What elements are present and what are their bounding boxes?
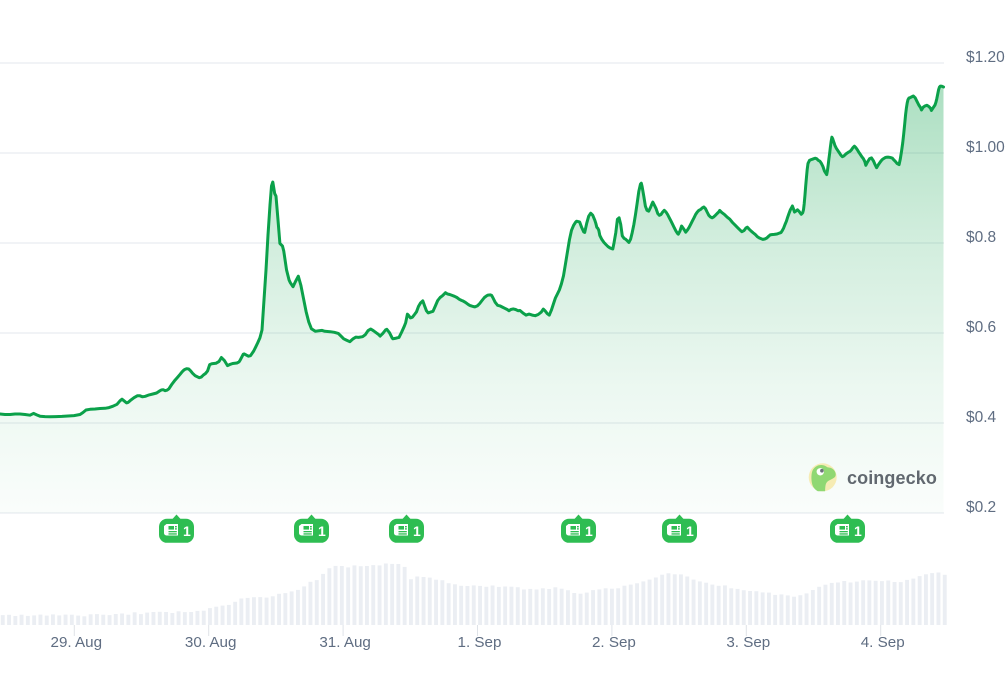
svg-text:$1.00: $1.00 bbox=[966, 139, 1005, 156]
svg-text:1: 1 bbox=[413, 523, 421, 539]
svg-text:1: 1 bbox=[854, 523, 862, 539]
svg-text:$1.20: $1.20 bbox=[966, 49, 1005, 66]
svg-text:coingecko: coingecko bbox=[847, 468, 937, 488]
svg-text:3. Sep: 3. Sep bbox=[726, 634, 770, 651]
svg-text:$0.8: $0.8 bbox=[966, 229, 996, 246]
svg-text:$0.4: $0.4 bbox=[966, 409, 997, 426]
svg-text:$0.6: $0.6 bbox=[966, 319, 996, 336]
svg-text:30. Aug: 30. Aug bbox=[185, 634, 237, 651]
svg-text:4. Sep: 4. Sep bbox=[861, 634, 905, 651]
svg-text:1: 1 bbox=[318, 523, 326, 539]
svg-text:29. Aug: 29. Aug bbox=[51, 634, 103, 651]
svg-text:2. Sep: 2. Sep bbox=[592, 634, 636, 651]
svg-text:31. Aug: 31. Aug bbox=[319, 634, 371, 651]
svg-text:1: 1 bbox=[183, 523, 191, 539]
svg-text:$0.2: $0.2 bbox=[966, 499, 996, 516]
svg-text:1. Sep: 1. Sep bbox=[458, 634, 502, 651]
svg-text:1: 1 bbox=[585, 523, 593, 539]
svg-text:1: 1 bbox=[686, 523, 694, 539]
